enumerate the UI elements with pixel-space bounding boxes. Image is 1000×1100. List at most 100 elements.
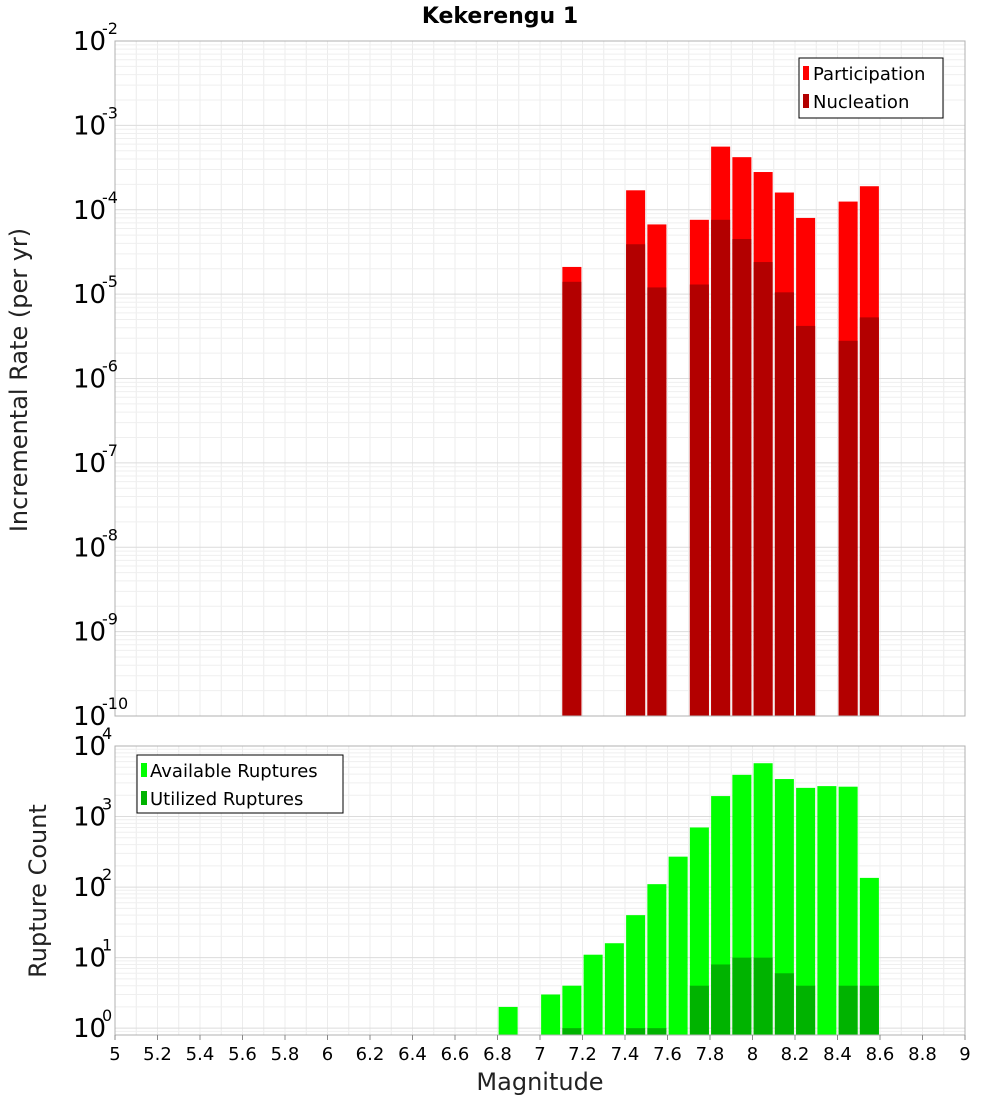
x-tick-labels: 5 5.2 5.4 5.6 5.8 6 6.2 6.4 6.6 6.8 7 7.2 7.4 7.6 7.8 8… [109, 1035, 971, 1065]
bar-nucleation-8.45 [838, 340, 858, 716]
bar-available-ruptures-7.75 [689, 827, 709, 1035]
x-tick-label: 9 [959, 1044, 970, 1065]
top-y-tick-exponent: -8 [102, 525, 118, 544]
top-y-tick-exponent: -2 [102, 19, 118, 38]
bar-available-ruptures-7.65 [668, 856, 688, 1035]
top-y-tick-base: 10 [73, 533, 106, 563]
bar-utilized-ruptures-8.55 [859, 985, 879, 1035]
x-tick-label: 6.6 [441, 1044, 470, 1065]
top-legend-box [798, 57, 944, 119]
top-y-tick-exponent: -6 [102, 357, 118, 376]
x-tick-label: 6.2 [356, 1044, 385, 1065]
bar-utilized-ruptures-7.95 [732, 957, 752, 1035]
legend-label-available-ruptures: Available Ruptures [150, 761, 318, 782]
x-tick-label: 5.6 [228, 1044, 257, 1065]
legend-swatch-nucleation [803, 94, 809, 108]
bar-nucleation-7.55 [647, 287, 667, 716]
bar-utilized-ruptures-7.45 [626, 1028, 646, 1035]
x-tick-label: 5.4 [186, 1044, 215, 1065]
bar-utilized-ruptures-7.85 [711, 964, 731, 1035]
top-y-tick-base: 10 [73, 111, 106, 141]
x-tick-label: 7.8 [696, 1044, 725, 1065]
x-axis-label: Magnitude [476, 1068, 603, 1096]
bar-utilized-ruptures-8.45 [838, 985, 858, 1035]
bar-available-ruptures-7.25 [583, 954, 603, 1035]
bar-utilized-ruptures-7.75 [689, 985, 709, 1035]
bar-nucleation-8.25 [796, 325, 816, 716]
bottom-y-tick-base: 10 [73, 1014, 106, 1044]
x-tick-label: 8.6 [866, 1044, 895, 1065]
bar-utilized-ruptures-8.05 [753, 957, 773, 1035]
top-plot-frame [114, 40, 966, 717]
bar-nucleation-8.05 [753, 262, 773, 716]
top-y-tick-exponent: -4 [102, 188, 118, 207]
x-tick-label: 7.4 [611, 1044, 640, 1065]
bar-nucleation-7.75 [689, 284, 709, 716]
bar-available-ruptures-8.35 [817, 786, 837, 1035]
bottom-y-tick-base: 10 [73, 944, 106, 974]
top-plot-bars [562, 146, 879, 717]
bar-available-ruptures-8.15 [774, 779, 794, 1035]
bar-available-ruptures-6.85 [498, 1006, 518, 1035]
bottom-legend: Available Ruptures Utilized Ruptures [136, 754, 344, 814]
bar-nucleation-7.45 [626, 244, 646, 717]
top-y-tick-base: 10 [73, 702, 106, 732]
x-tick-label: 5.2 [143, 1044, 172, 1065]
x-tick-label: 8 [747, 1044, 758, 1065]
bar-nucleation-7.15 [562, 281, 582, 716]
top-y-tick-exponent: -3 [102, 103, 118, 122]
bar-utilized-ruptures-8.15 [774, 973, 794, 1035]
bar-nucleation-7.85 [711, 219, 731, 717]
bottom-plot-bars [498, 763, 879, 1035]
top-y-tick-base: 10 [73, 618, 106, 648]
x-tick-label: 6.8 [483, 1044, 512, 1065]
bottom-y-tick-base: 10 [73, 803, 106, 833]
legend-swatch-utilized-ruptures [141, 791, 147, 805]
bottom-y-tick-exponent: 4 [102, 724, 112, 743]
top-y-tick-base: 10 [73, 280, 106, 310]
bar-nucleation-7.95 [732, 239, 752, 716]
top-y-tick-exponent: -10 [102, 694, 128, 713]
x-tick-label: 8.8 [908, 1044, 937, 1065]
legend-label-utilized-ruptures: Utilized Ruptures [150, 789, 303, 810]
bottom-legend-box [136, 754, 344, 814]
top-y-axis-label: Incremental Rate (per yr) [5, 228, 33, 532]
bar-available-ruptures-8.45 [838, 786, 858, 1035]
bar-available-ruptures-7.15 [562, 985, 582, 1035]
bar-available-ruptures-7.35 [604, 943, 624, 1035]
x-tick-label: 7.2 [568, 1044, 597, 1065]
top-y-tick-exponent: -5 [102, 272, 118, 291]
x-tick-label: 6.4 [398, 1044, 427, 1065]
bottom-y-axis-label: Rupture Count [24, 804, 52, 978]
x-tick-label: 8.4 [823, 1044, 852, 1065]
x-tick-label: 6 [322, 1044, 333, 1065]
bar-utilized-ruptures-7.55 [647, 1028, 667, 1035]
x-tick-label: 7 [534, 1044, 545, 1065]
bottom-y-tick-exponent: 3 [102, 795, 112, 814]
bar-available-ruptures-7.55 [647, 884, 667, 1035]
chart-title: Kekerengu 1 [422, 4, 578, 29]
top-y-tick-exponent: -9 [102, 610, 118, 629]
bottom-y-tick-exponent: 0 [102, 1006, 112, 1025]
top-y-tick-base: 10 [73, 196, 106, 226]
bar-available-ruptures-8.25 [796, 787, 816, 1035]
x-tick-label: 7.6 [653, 1044, 682, 1065]
bar-available-ruptures-7.45 [626, 915, 646, 1035]
top-y-tick-base: 10 [73, 449, 106, 479]
x-tick-label: 8.2 [781, 1044, 810, 1065]
bar-utilized-ruptures-7.15 [562, 1028, 582, 1035]
top-y-tick-base: 10 [73, 27, 106, 57]
bottom-y-tick-base: 10 [73, 732, 106, 762]
x-tick-label: 5.8 [271, 1044, 300, 1065]
top-y-tick-exponent: -7 [102, 441, 118, 460]
bar-utilized-ruptures-8.25 [796, 985, 816, 1035]
bar-available-ruptures-7.05 [541, 994, 561, 1035]
top-plot-grid [114, 41, 966, 717]
bar-nucleation-8.15 [774, 292, 794, 716]
x-tick-label: 5 [109, 1044, 120, 1065]
legend-label-participation: Participation [813, 64, 925, 85]
bottom-y-tick-base: 10 [73, 873, 106, 903]
